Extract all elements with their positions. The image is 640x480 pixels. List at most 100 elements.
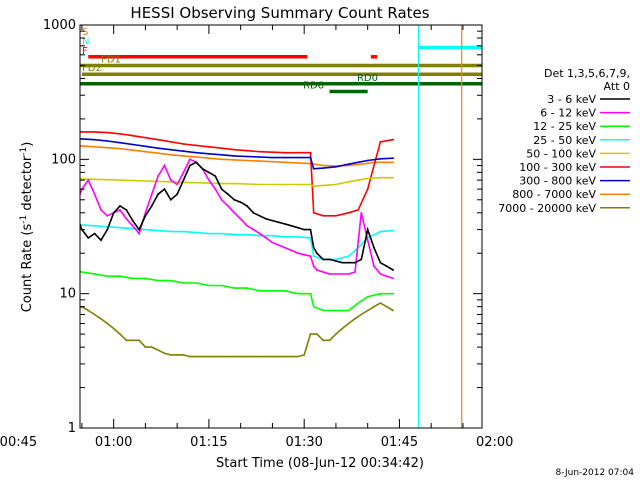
data-point-12-25-kev [271,289,274,292]
data-point-100-300-kev [366,188,369,191]
data-point-800-7000-kev [284,161,286,164]
data-point-7000-20000-kev [208,355,210,358]
data-point-300-800-kev [284,156,286,159]
data-point-25-50-kev [233,233,236,236]
data-point-3-6-kev [385,265,388,268]
data-point-3-6-kev [290,224,293,227]
data-point-3-6-kev [176,193,179,196]
data-point-300-800-kev [335,165,337,168]
data-point-6-12-kev [163,164,166,167]
data-point-100-300-kev [220,147,223,150]
data-point-300-800-kev [246,155,248,158]
data-point-50-100-kev [131,179,134,182]
data-point-50-100-kev [309,183,312,186]
data-point-12-25-kev [81,271,83,273]
data-point-12-25-kev [284,289,286,292]
plot-frame [79,24,483,429]
data-point-25-50-kev [271,234,274,237]
data-point-50-100-kev [246,183,248,185]
data-point-50-100-kev [93,178,96,181]
data-point-6-12-kev [284,246,286,249]
data-point-12-25-kev [182,282,185,284]
flag-label-f: F [82,46,88,57]
data-point-25-50-kev [379,230,382,233]
legend-label: 12 - 25 keV [533,120,596,133]
data-point-3-6-kev [246,205,248,207]
data-point-3-6-kev [366,228,369,231]
data-point-800-7000-kev [271,160,274,163]
data-point-6-12-kev [341,273,344,275]
data-point-12-25-kev [195,282,198,284]
data-point-7000-20000-kev [341,327,344,330]
data-point-6-12-kev [138,232,141,235]
axes-layer: 1 10 100 1000 00:45 01:00 01:15 01:30 01:45 02:00 [0,18,513,450]
data-point-7000-20000-kev [328,339,331,342]
data-point-12-25-kev [366,295,369,298]
data-point-800-7000-kev [195,156,198,158]
flag-label-rd0: RD0 [357,73,378,84]
data-point-800-7000-kev [81,145,83,147]
data-point-3-6-kev [328,258,331,261]
data-point-6-12-kev [125,218,128,220]
data-point-25-50-kev [144,228,147,231]
data-point-6-12-kev [252,228,255,231]
data-point-100-300-kev [81,131,83,133]
data-point-3-6-kev [312,246,315,249]
data-point-6-12-kev [366,239,369,242]
data-point-3-6-kev [100,239,102,242]
data-point-6-12-kev [150,193,153,196]
data-point-300-800-kev [220,153,223,156]
data-point-6-12-kev [100,209,102,211]
data-point-12-25-kev [335,309,337,312]
data-point-7000-20000-kev [271,355,274,358]
data-point-12-25-kev [119,275,121,278]
data-point-50-100-kev [271,183,274,186]
data-point-50-100-kev [312,185,315,188]
series-layer [80,131,394,358]
data-point-6-12-kev [258,232,261,235]
data-point-6-12-kev [189,158,191,161]
data-point-7000-20000-kev [100,317,102,320]
data-point-3-6-kev [284,223,286,225]
data-point-25-50-kev [347,255,350,258]
data-point-50-100-kev [379,176,382,179]
data-point-100-300-kev [246,149,248,152]
data-point-12-25-kev [379,292,382,295]
data-point-7000-20000-kev [163,352,166,355]
data-point-25-50-kev [93,224,96,227]
data-point-300-800-kev [366,159,369,162]
y-axis-label: Count Rate (s-1 detector-1) [19,142,35,313]
data-point-12-25-kev [347,309,350,312]
data-point-300-800-kev [312,167,315,170]
data-point-25-50-kev [284,235,286,238]
data-point-6-12-kev [312,265,315,268]
legend-label: 300 - 800 keV [519,175,596,188]
data-point-7000-20000-kev [144,346,147,348]
data-point-300-800-kev [195,151,198,154]
data-point-7000-20000-kev [125,339,128,342]
data-point-25-50-kev [119,226,121,229]
data-point-25-50-kev [195,231,198,234]
legend-label: 100 - 300 keV [519,161,596,174]
data-point-300-800-kev [169,148,172,151]
data-point-300-800-kev [131,143,134,146]
date-stamp: 8-Jun-2012 07:04 [556,468,635,478]
data-point-100-300-kev [233,148,236,151]
data-point-100-300-kev [182,143,185,145]
data-point-25-50-kev [258,234,261,237]
data-point-100-300-kev [357,209,360,211]
x-tick-label: 02:00 [476,435,513,450]
data-point-3-6-kev [138,228,141,231]
data-point-7000-20000-kev [233,355,236,358]
flag-label-fd2: FD2 [82,63,102,74]
data-point-6-12-kev [354,271,356,273]
data-point-7000-20000-kev [277,355,280,358]
y-tick-label: 1 [68,421,76,436]
data-point-50-100-kev [366,177,369,180]
data-point-100-300-kev [131,134,134,137]
data-point-300-800-kev [157,147,160,150]
data-point-6-12-kev [392,277,394,280]
data-point-3-6-kev [341,261,344,264]
